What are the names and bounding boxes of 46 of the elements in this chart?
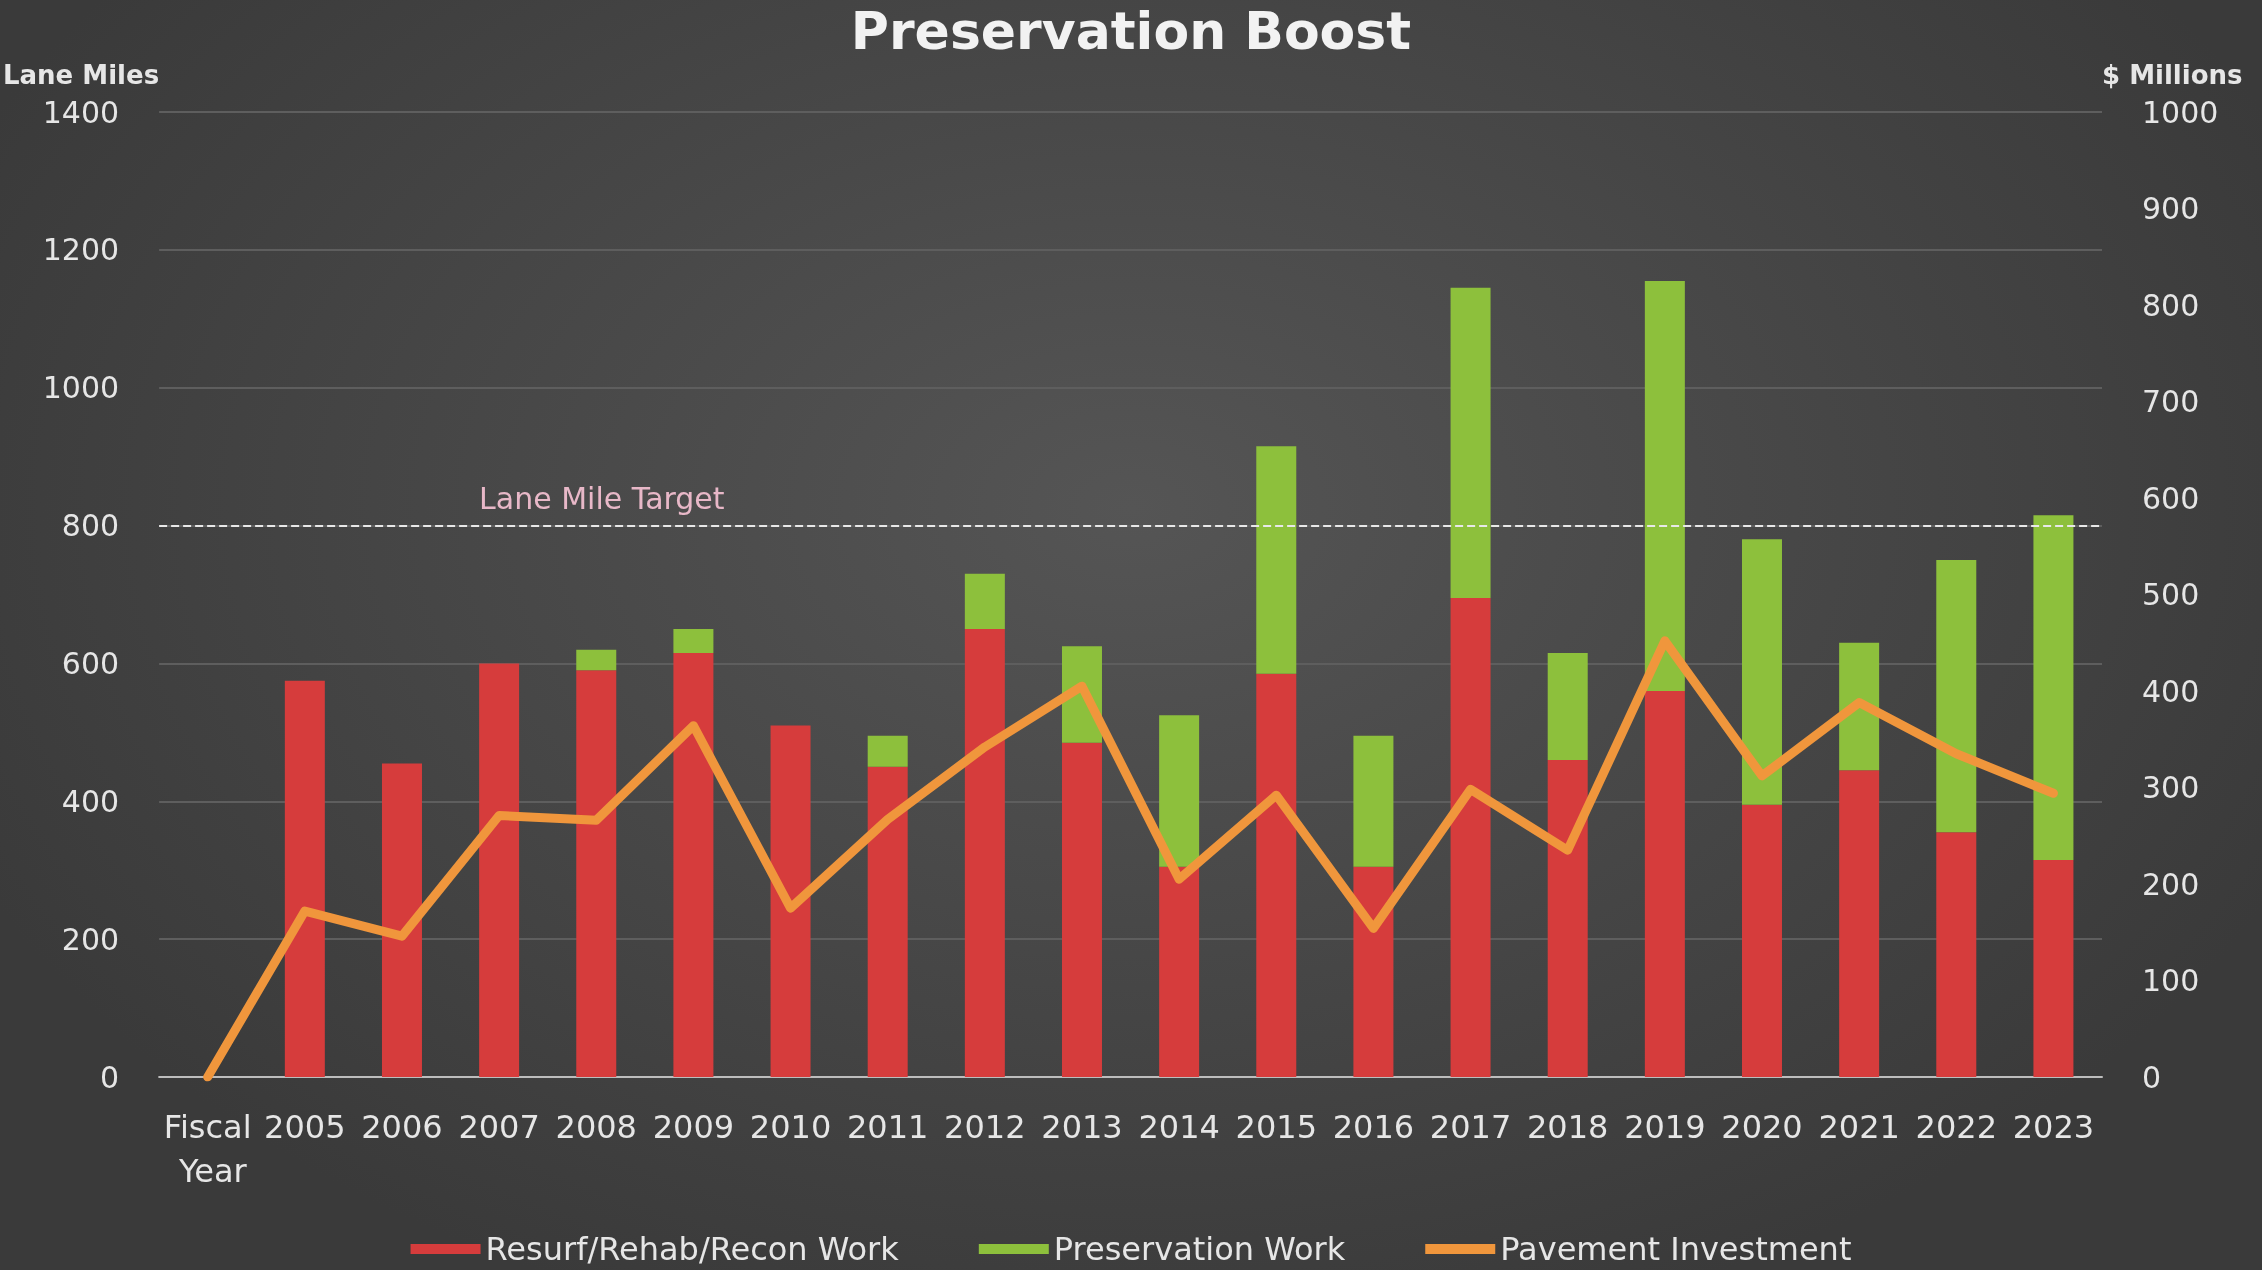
x-tick-label: 2019 <box>1624 1108 1706 1146</box>
y-tick-label: 1200 <box>42 232 120 268</box>
x-tick-label: 2014 <box>1138 1108 1220 1146</box>
y2-axis-title: $ Millions <box>2102 60 2243 90</box>
x-tick-label: 2021 <box>1818 1108 1900 1146</box>
y2-tick-label: 200 <box>2142 866 2200 902</box>
x-tick-label: 2011 <box>846 1108 929 1146</box>
x-tick-label: 2018 <box>1526 1108 1609 1146</box>
legend-label: Pavement Investment <box>1500 1230 1852 1268</box>
y2-tick-label: 0 <box>2142 1059 2162 1095</box>
x-tick-label: 2008 <box>555 1108 637 1146</box>
y2-tick-label: 1000 <box>2142 94 2219 130</box>
y2-tick-label: 900 <box>2142 191 2200 226</box>
ref-line-label: Lane Mile Target <box>479 481 725 517</box>
y2-tick-label: 600 <box>2142 480 2200 516</box>
x-tick-label: 2020 <box>1721 1108 1803 1146</box>
y-axis-title: Lane Miles <box>2 60 160 90</box>
chart-title: Preservation Boost <box>850 1 1412 61</box>
y-tick-label: 1400 <box>42 94 120 130</box>
x-tick-label: Fiscal Year <box>163 1108 252 1190</box>
x-tick-label: 2012 <box>944 1108 1026 1146</box>
x-tick-label: 2017 <box>1429 1108 1512 1146</box>
x-tick-label: 2006 <box>361 1108 443 1146</box>
x-tick-label: 2016 <box>1332 1108 1415 1146</box>
y2-tick-label: 400 <box>2142 673 2200 709</box>
x-tick-label: 2023 <box>2012 1108 2095 1146</box>
y2-tick-label: 500 <box>2142 577 2200 612</box>
x-tick-label: 2010 <box>749 1108 832 1146</box>
y-tick-label: 1000 <box>42 370 120 406</box>
x-tick-label: 2009 <box>652 1108 735 1146</box>
y-tick-label: 800 <box>61 508 120 544</box>
x-tick-label: 2022 <box>1915 1108 1997 1146</box>
y2-tick-label: 700 <box>2142 384 2200 419</box>
x-tick-label: 2007 <box>458 1108 540 1146</box>
legend-label: Resurf/Rehab/Recon Work <box>485 1230 900 1268</box>
y-tick-label: 600 <box>61 645 120 681</box>
y2-tick-label: 100 <box>2142 963 2200 998</box>
y2-tick-label: 800 <box>2142 287 2200 323</box>
y-tick-label: 400 <box>61 783 120 819</box>
y-tick-label: 0 <box>100 1059 120 1095</box>
x-tick-label: 2005 <box>264 1108 346 1146</box>
legend-label: Preservation Work <box>1053 1230 1346 1268</box>
y2-tick-label: 300 <box>2142 770 2200 805</box>
y-tick-label: 200 <box>61 921 120 957</box>
x-tick-label: 2015 <box>1235 1108 1317 1146</box>
x-tick-label: 2013 <box>1041 1108 1123 1146</box>
